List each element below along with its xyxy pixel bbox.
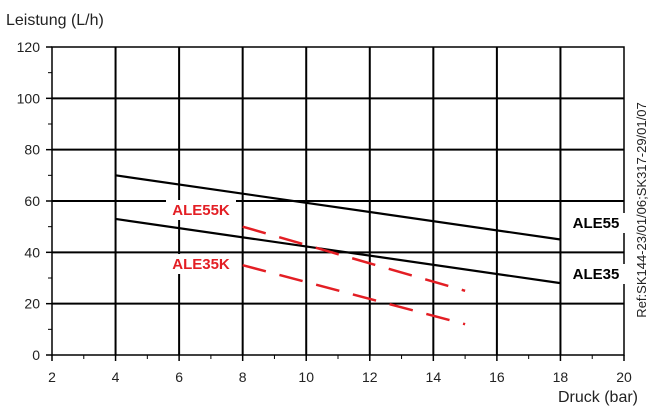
x-tick-label: 14 — [426, 369, 442, 385]
series-line-ale35 — [115, 217, 561, 285]
grid-layer — [46, 46, 625, 361]
series-label-bg-ale55 — [566, 213, 626, 233]
minor-ticks — [48, 72, 593, 359]
x-tick-label: 8 — [239, 369, 247, 385]
x-tick-label: 10 — [298, 369, 314, 385]
x-tick-label: 16 — [489, 369, 505, 385]
y-tick-label: 0 — [32, 347, 40, 363]
x-tick-label: 6 — [175, 369, 183, 385]
y-tick-label: 40 — [24, 244, 40, 260]
series-label-ale55: ALE55 — [573, 215, 620, 232]
x-tick-label: 12 — [362, 369, 378, 385]
series-label-bg-ale55k — [166, 200, 236, 220]
y-tick-label: 80 — [24, 142, 40, 158]
series-layer — [115, 174, 561, 326]
reference-annotation: Ref:SK144-23/01/06;SK317-29/01/07 — [634, 102, 649, 317]
x-tick-label: 18 — [553, 369, 569, 385]
y-tick-label: 100 — [17, 90, 41, 106]
y-tick-label: 60 — [24, 193, 40, 209]
series-labels: ALE55 ALE35 ALE55K ALE35K — [166, 200, 626, 284]
y-axis-label: Leistung (L/h) — [6, 12, 104, 29]
series-label-ale55k: ALE55K — [172, 202, 230, 219]
series-line-ale55 — [115, 174, 561, 241]
y-tick-label: 120 — [17, 39, 41, 55]
plot-frame — [51, 46, 625, 356]
series-label-ale35: ALE35 — [573, 266, 620, 283]
series-label-bg-ale35k — [166, 254, 236, 274]
x-tick-label: 20 — [616, 369, 632, 385]
tick-labels: 2 4 6 8 10 12 14 16 18 20 0 20 40 60 80 100 120 — [17, 39, 632, 385]
series-line-ale55k — [242, 225, 466, 293]
y-tick-label: 20 — [24, 296, 40, 312]
series-label-ale35k: ALE35K — [172, 256, 230, 273]
x-tick-label: 4 — [112, 369, 120, 385]
series-line-ale35k — [242, 263, 466, 326]
x-tick-label: 2 — [48, 369, 56, 385]
series-label-bg-ale35 — [566, 264, 626, 284]
x-axis-label: Druck (bar) — [558, 389, 638, 406]
